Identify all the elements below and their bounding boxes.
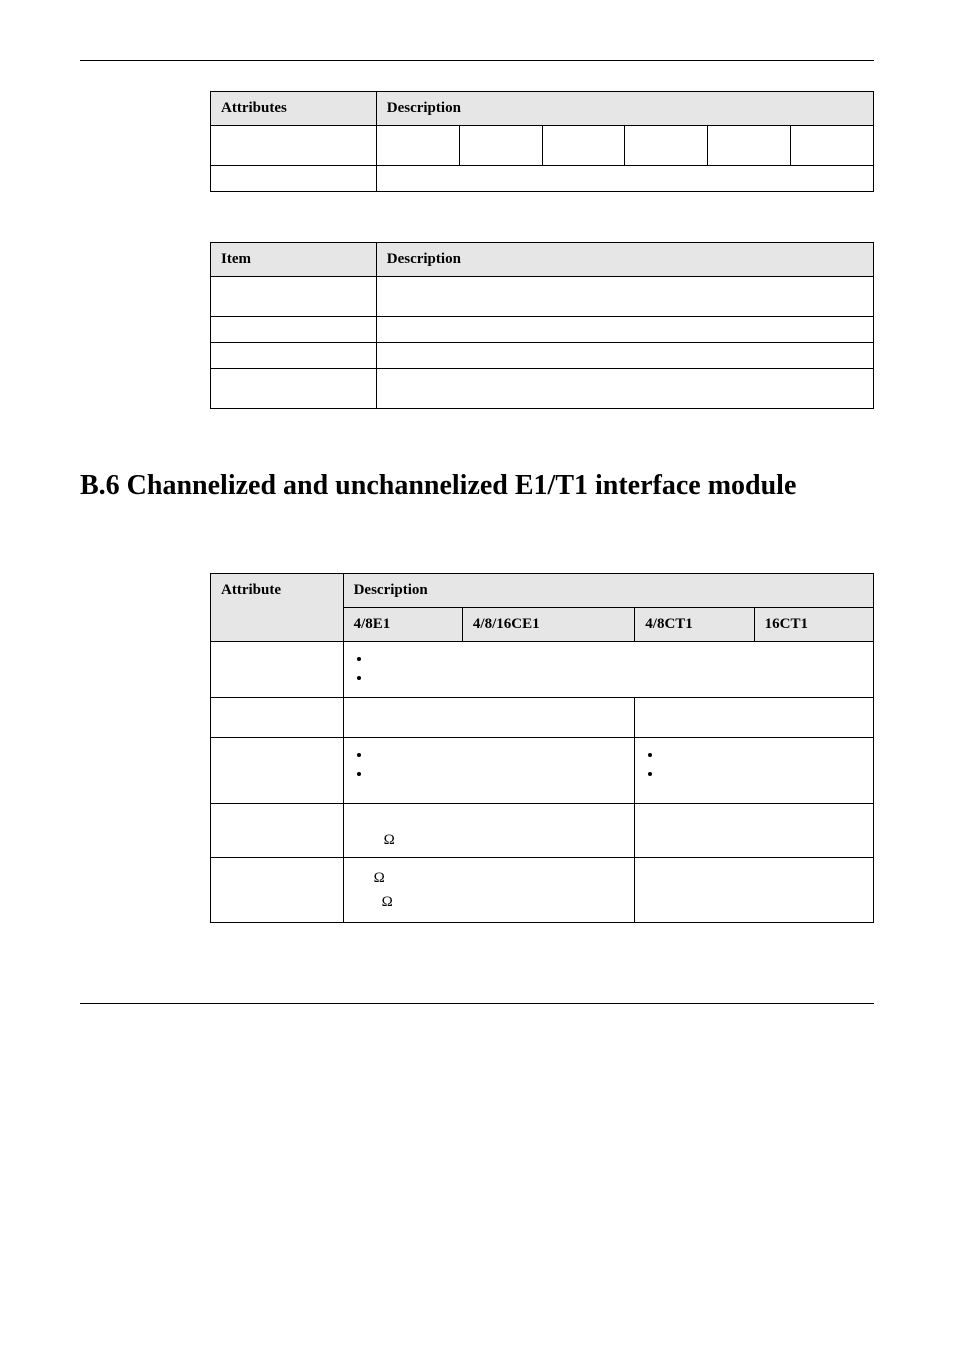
bullet-item	[663, 746, 863, 766]
table1-cell	[211, 126, 377, 166]
table1-cell	[625, 126, 708, 166]
table3-cell	[343, 697, 635, 737]
table1-cell	[211, 166, 377, 192]
table3-cell	[211, 857, 344, 922]
table1-row	[211, 166, 874, 192]
table3: Attribute Description 4/8E1 4/8/16CE1 4/…	[210, 573, 874, 923]
table1-cell	[542, 126, 625, 166]
table3-cell	[635, 737, 874, 803]
table3-th-description: Description	[343, 573, 873, 607]
bullet-item	[372, 650, 863, 670]
table3-cell	[211, 641, 344, 697]
bottom-rule	[80, 1003, 874, 1004]
bullet-list	[372, 650, 863, 689]
table3-row	[211, 641, 874, 697]
section-heading: B.6 Channelized and unchannelized E1/T1 …	[80, 469, 874, 503]
table3-row	[211, 737, 874, 803]
bullet-item	[372, 669, 863, 689]
table1-th-attributes: Attributes	[211, 92, 377, 126]
table2-cell	[211, 369, 377, 409]
table3-row	[211, 697, 874, 737]
table3-row: Ω	[211, 803, 874, 857]
table3-header-row: Attribute Description	[211, 573, 874, 607]
table2-cell	[376, 343, 873, 369]
table2-cell	[211, 277, 377, 317]
table3-th-4816ce1: 4/8/16CE1	[462, 607, 634, 641]
table2-row	[211, 343, 874, 369]
table3-cell	[211, 737, 344, 803]
table3-cell	[635, 857, 874, 922]
omega-symbol: Ω	[374, 894, 393, 910]
spacer	[80, 923, 874, 973]
bullet-list	[372, 746, 625, 785]
table2: Item Description	[210, 242, 874, 409]
table2-cell	[376, 369, 873, 409]
top-rule	[80, 60, 874, 61]
bullet-item	[663, 765, 863, 785]
bullet-item	[372, 746, 625, 766]
table2-wrap: Item Description	[210, 242, 874, 409]
table2-row	[211, 317, 874, 343]
table3-wrap: Attribute Description 4/8E1 4/8/16CE1 4/…	[210, 573, 874, 923]
table1-cell	[791, 126, 874, 166]
table2-row	[211, 369, 874, 409]
table2-cell	[211, 343, 377, 369]
table3-th-48ct1: 4/8CT1	[635, 607, 754, 641]
bullet-list	[663, 746, 863, 785]
bullet-item	[372, 765, 625, 785]
spacer	[80, 192, 874, 242]
table2-row	[211, 277, 874, 317]
table2-header-row: Item Description	[211, 243, 874, 277]
table2-cell	[376, 317, 873, 343]
spacer	[80, 533, 874, 573]
table1-header-row: Attributes Description	[211, 92, 874, 126]
table2-cell	[376, 277, 873, 317]
table1-th-description: Description	[376, 92, 873, 126]
table1-row	[211, 126, 874, 166]
table3-cell	[343, 737, 635, 803]
table1-wrap: Attributes Description	[210, 91, 874, 192]
table1-cell	[459, 126, 542, 166]
table3-cell	[635, 803, 874, 857]
table3-th-attribute: Attribute	[211, 573, 344, 641]
table1-cell	[376, 126, 459, 166]
table3-cell: Ω	[343, 803, 635, 857]
table3-cell	[635, 697, 874, 737]
table3-th-16ct1: 16CT1	[754, 607, 873, 641]
table3-row: Ω Ω	[211, 857, 874, 922]
table2-cell	[211, 317, 377, 343]
table3-th-48e1: 4/8E1	[343, 607, 462, 641]
table1-cell	[708, 126, 791, 166]
table1-cell	[376, 166, 873, 192]
table1: Attributes Description	[210, 91, 874, 192]
table3-cell	[211, 803, 344, 857]
table3-cell: Ω Ω	[343, 857, 635, 922]
omega-symbol: Ω	[374, 870, 385, 886]
table2-th-item: Item	[211, 243, 377, 277]
table3-cell	[211, 697, 344, 737]
table3-cell	[343, 641, 873, 697]
table2-th-description: Description	[376, 243, 873, 277]
omega-symbol: Ω	[384, 832, 395, 848]
